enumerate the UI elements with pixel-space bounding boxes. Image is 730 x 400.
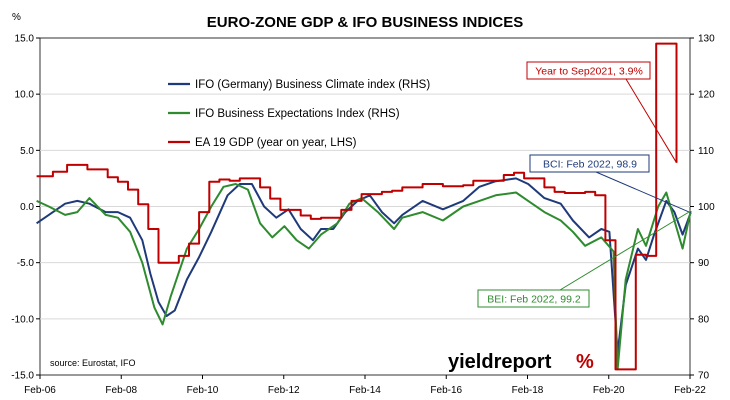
x-tick-label: Feb-16 <box>430 385 462 396</box>
right-tick-label: 130 <box>698 34 715 45</box>
left-tick-label: -5.0 <box>17 258 35 269</box>
annotation-leader <box>625 78 677 163</box>
ifo-business-expectations-line <box>36 183 692 371</box>
left-tick-label: 10.0 <box>15 90 35 101</box>
left-axis-label: % <box>12 12 21 23</box>
annotation-label: BEI: Feb 2022, 99.2 <box>487 294 581 306</box>
annotation-label: BCI: Feb 2022, 98.9 <box>543 159 637 171</box>
x-tick-label: Feb-18 <box>512 385 544 396</box>
chart-title: EURO-ZONE GDP & IFO BUSINESS INDICES <box>207 14 523 31</box>
legend: IFO (Germany) Business Climate index (RH… <box>168 79 430 149</box>
annotation-box <box>477 289 590 308</box>
source-note: source: Eurostat, IFO <box>50 358 136 368</box>
annotation-box <box>526 61 651 80</box>
left-tick-label: -10.0 <box>11 314 34 325</box>
ifo-business-climate-line <box>36 177 692 354</box>
x-tick-label: Feb-22 <box>674 385 706 396</box>
legend-label: EA 19 GDP (year on year, LHS) <box>195 137 357 149</box>
annotation-label: Year to Sep2021, 3.9% <box>535 66 643 78</box>
x-axis: Feb-06 Feb-08 Feb-10 Feb-12 Feb-14 Feb-16 Feb-… <box>24 375 706 396</box>
left-axis: 15.0 10.0 5.0 0.0 -5.0 -10.0 -15.0 <box>11 34 34 382</box>
annotation-leader <box>595 171 691 214</box>
x-tick-label: Feb-14 <box>349 385 381 396</box>
x-tick-label: Feb-10 <box>187 385 219 396</box>
left-tick-label: 5.0 <box>20 146 34 157</box>
legend-label: IFO (Germany) Business Climate index (RH… <box>195 79 430 91</box>
annotation-box <box>529 154 650 173</box>
ea19-gdp-line <box>36 42 678 371</box>
x-tick-label: Feb-20 <box>593 385 625 396</box>
x-tick-label: Feb-12 <box>268 385 300 396</box>
left-tick-label: 15.0 <box>15 34 35 45</box>
legend-label: IFO Business Expectations Index (RHS) <box>195 108 400 120</box>
right-tick-label: 80 <box>698 314 710 325</box>
series-lines <box>36 42 692 371</box>
brand-logo: yieldreport % <box>448 351 594 373</box>
x-tick-label: Feb-08 <box>105 385 137 396</box>
right-axis: 130 120 110 100 90 80 70 <box>698 34 715 382</box>
right-tick-label: 120 <box>698 90 715 101</box>
brand-report: report <box>494 351 552 373</box>
svg-text:yieldreport: yieldreport <box>448 351 552 373</box>
right-tick-label: 110 <box>698 146 714 157</box>
annotation-leader <box>559 210 691 291</box>
brand-yield: yield <box>448 351 494 373</box>
annotations: Year to Sep2021, 3.9% BCI: Feb 2022, 98.9… <box>477 61 691 308</box>
left-tick-label: 0.0 <box>20 202 34 213</box>
right-tick-label: 70 <box>698 371 710 382</box>
x-tick-label: Feb-06 <box>24 385 56 396</box>
right-tick-label: 100 <box>698 202 715 213</box>
left-tick-label: -15.0 <box>11 371 34 382</box>
right-tick-label: 90 <box>698 258 710 269</box>
brand-symbol: % <box>576 351 594 373</box>
